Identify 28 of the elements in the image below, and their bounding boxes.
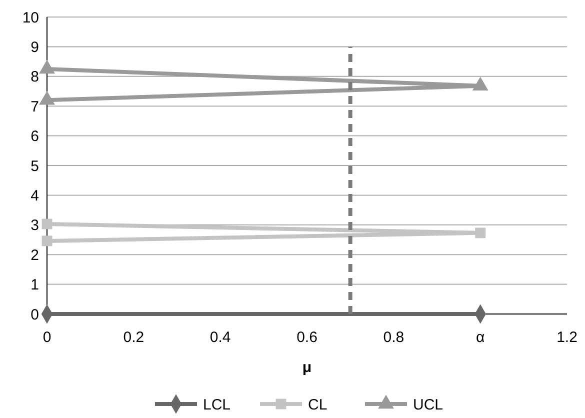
y-tick-label: 4 [30,187,39,204]
y-tick-label: 8 [30,68,39,86]
y-tick-label: 3 [30,217,39,234]
y-tick-label: 1 [30,276,39,294]
point [39,90,55,105]
x-axis-title: μ [302,359,312,376]
y-tick-label: 0 [30,306,39,324]
x-tick-label: 0.4 [210,329,231,346]
y-tick-label: 6 [30,128,39,146]
point [42,236,52,246]
point [42,218,52,230]
y-tick-label: 9 [30,38,39,56]
y-tick-label: 2 [30,246,39,264]
x-tick-label: α [476,329,485,346]
point [475,228,486,238]
y-tick-label: 10 [22,9,39,26]
x-tick-label: 0.2 [123,329,144,346]
legend-label: CL [308,396,328,414]
y-tick-label: 5 [30,158,39,175]
x-tick-label: 0.8 [383,329,404,346]
legend-label: LCL [203,396,231,414]
point [472,76,488,91]
y-tick-label: 7 [30,98,39,116]
point [39,60,55,74]
x-tick-label: 0 [42,329,52,346]
x-tick-label: 1.2 [556,329,578,346]
legend-label: UCL [413,396,444,414]
x-tick-label: 0.6 [296,329,318,346]
